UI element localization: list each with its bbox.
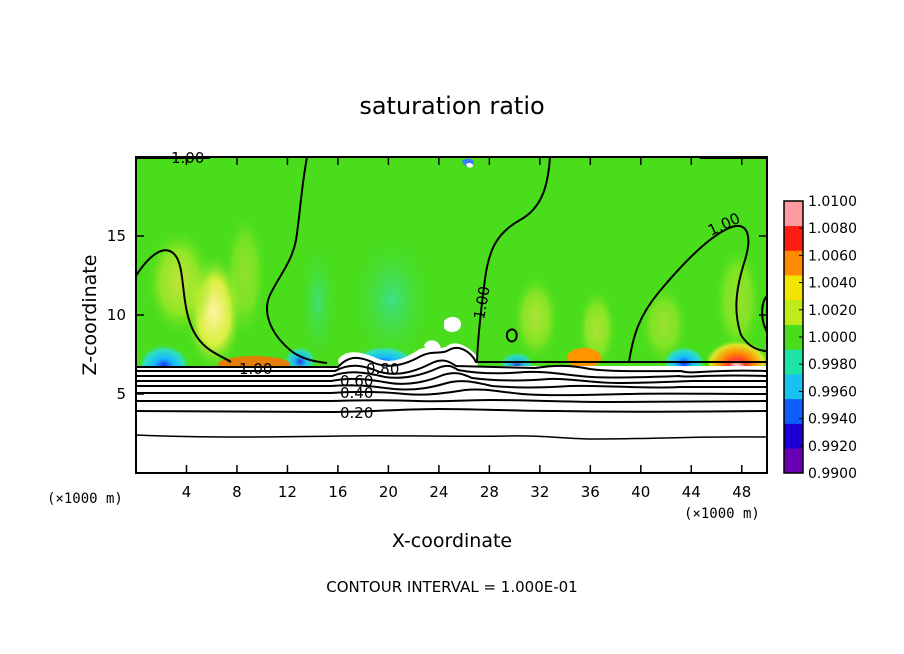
contour-line <box>136 364 767 379</box>
cool-patch <box>298 238 338 366</box>
dry-spot <box>664 341 704 373</box>
contour-line <box>136 380 767 391</box>
contour-line <box>136 359 767 375</box>
contour-label: 0.80 <box>366 360 399 378</box>
x-tick-label: 24 <box>429 483 448 501</box>
colorbar-band <box>784 349 803 375</box>
moist-spot <box>567 348 601 368</box>
contour-line <box>136 407 767 414</box>
cloud-white-region <box>466 162 473 168</box>
contour-label: 1.00 <box>470 285 494 321</box>
colorbar-band <box>784 201 803 227</box>
colorbar-tick-label: 0.9920 <box>808 439 857 455</box>
colorbar-labels: 0.9900 0.9920 0.9940 0.9960 0.9980 1.0000 1.00… <box>808 194 857 482</box>
cloud-white-region <box>338 343 478 371</box>
colorbar-tick-label: 0.9960 <box>808 384 857 400</box>
plot-area <box>136 157 767 473</box>
warm-patch <box>512 273 560 363</box>
x-tick-label: 4 <box>182 483 192 501</box>
y-tick-label: 5 <box>116 385 126 403</box>
x-tick-label: 20 <box>379 483 398 501</box>
contour-interval-note: CONTOUR INTERVAL = 1.000E-01 <box>326 578 577 596</box>
x-tick-label: 36 <box>581 483 600 501</box>
colorbar-tick-label: 1.0040 <box>808 276 857 292</box>
colorbar-band <box>784 324 803 350</box>
x-tick-label: 44 <box>682 483 701 501</box>
warm-patch <box>223 210 267 340</box>
colorbar-tick-label: 1.0080 <box>808 221 857 237</box>
contour-line <box>136 434 767 440</box>
y-axis-ticks <box>136 235 767 395</box>
contour-label: 1.00 <box>171 149 204 167</box>
colorbar-band <box>784 398 803 424</box>
x-unit-label-left: (×1000 m) <box>47 491 123 507</box>
contour-line <box>266 157 328 364</box>
contour-label: 0.40 <box>340 384 373 402</box>
cool-patch <box>348 230 436 370</box>
contour-line <box>761 295 767 333</box>
colorbar-tick-label: 1.0000 <box>808 330 857 346</box>
contour-label: 0.20 <box>340 404 373 422</box>
x-tick-label: 16 <box>328 483 347 501</box>
x-tick-label: 8 <box>232 483 242 501</box>
contour-line <box>136 346 767 368</box>
colorbar-band <box>784 299 803 325</box>
contour-line <box>136 388 767 397</box>
colorbar-tick-label: 0.9980 <box>808 357 857 373</box>
contour-label: 0.60 <box>340 372 373 390</box>
x-unit-label-right: (×1000 m) <box>684 506 760 522</box>
x-tick-label: 48 <box>732 483 751 501</box>
contour-line <box>628 224 767 363</box>
y-tick-label: 15 <box>107 227 126 245</box>
contour-line <box>136 398 767 404</box>
warm-patch <box>145 226 213 338</box>
x-tick-label: 12 <box>278 483 297 501</box>
colorbar-tick-label: 0.9900 <box>808 466 857 482</box>
cloud-white-region <box>444 316 462 332</box>
contour-label: 1.00 <box>239 360 272 378</box>
cloud-white-region <box>424 340 441 353</box>
colorbar <box>783 200 804 474</box>
colorbar-tick-label: 0.9940 <box>808 412 857 428</box>
colorbar-band <box>784 275 803 301</box>
colorbar-band <box>784 250 803 276</box>
x-tick-label: 32 <box>530 483 549 501</box>
colorbar-band <box>784 448 803 474</box>
contour-label-group: 1.00 1.00 0.80 0.60 0.40 0.20 1.00 1.00 <box>171 149 743 422</box>
warm-patch <box>714 242 762 358</box>
contour-line <box>505 328 518 343</box>
contour-line <box>136 372 767 385</box>
x-axis-title: X-coordinate <box>392 530 512 552</box>
colorbar-tick-label: 1.0060 <box>808 248 857 264</box>
colorbar-band <box>784 423 803 449</box>
chart-title: saturation ratio <box>359 92 544 120</box>
x-tick-label: 28 <box>480 483 499 501</box>
colorbar-tick-label: 1.0100 <box>808 194 857 210</box>
y-axis-title: Z-coordinate <box>79 255 101 376</box>
x-tick-label: 40 <box>631 483 650 501</box>
y-axis-tick-labels: 5 10 15 <box>107 227 126 403</box>
contour-line <box>476 157 551 362</box>
colorbar-band <box>784 225 803 251</box>
colorbar-band <box>784 374 803 400</box>
contour-line <box>136 249 232 363</box>
colorbar-tick-label: 1.0020 <box>808 303 857 319</box>
y-tick-label: 10 <box>107 306 126 324</box>
x-axis-tick-labels: 4 8 12 16 20 24 28 32 36 40 44 48 <box>182 483 752 501</box>
x-axis-ticks <box>185 157 743 473</box>
